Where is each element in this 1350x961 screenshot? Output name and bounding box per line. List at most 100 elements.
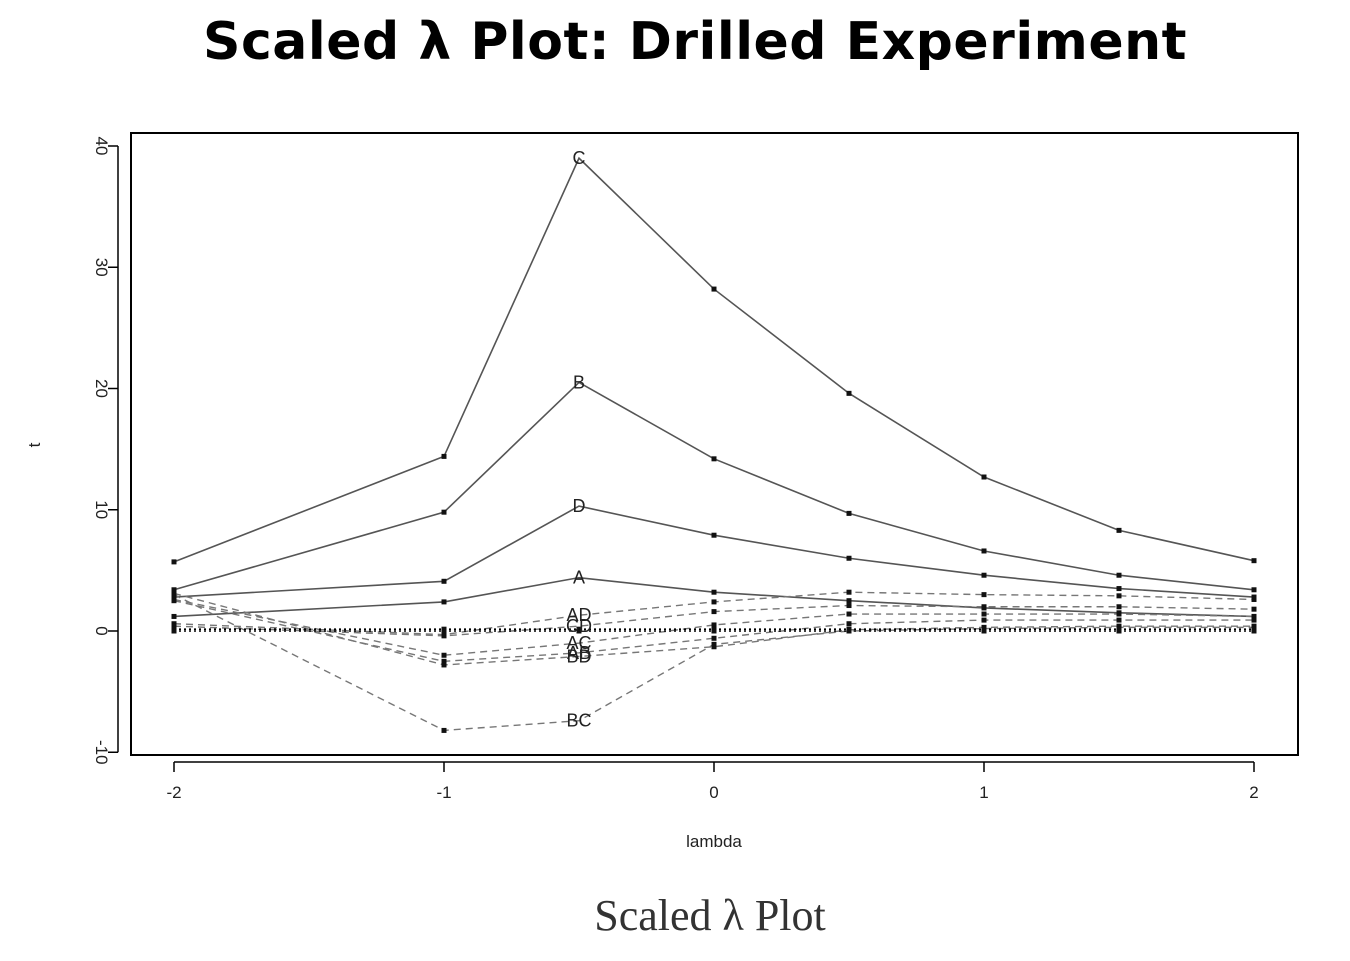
data-point [711, 589, 717, 595]
data-point [981, 604, 987, 610]
x-axis: -2 -1 0 1 2 [166, 761, 1259, 802]
data-point [441, 453, 447, 459]
x-tick-label: 1 [979, 783, 988, 802]
x-tick-label: -2 [166, 783, 181, 802]
caption: Scaled λ Plot [594, 891, 826, 940]
data-point [1251, 587, 1257, 593]
data-point [711, 599, 717, 605]
y-tick-label: 10 [92, 500, 111, 519]
data-point [1251, 628, 1257, 634]
data-point [846, 589, 852, 595]
series-line-cd [173, 604, 1255, 637]
data-point [981, 611, 987, 617]
x-tick-label: -1 [436, 783, 451, 802]
data-point [171, 628, 177, 634]
data-point [1116, 604, 1122, 610]
y-tick-label: 40 [92, 137, 111, 156]
data-point [441, 578, 447, 584]
data-point [711, 532, 717, 538]
data-point [711, 456, 717, 462]
plot-frame [130, 132, 1299, 756]
point-label: AD [566, 605, 591, 625]
data-point [846, 603, 852, 609]
data-point [711, 641, 717, 647]
series-layer [171, 156, 1257, 733]
data-point [441, 652, 447, 658]
data-point [441, 509, 447, 515]
series-line-b [173, 381, 1255, 591]
data-point [1251, 606, 1257, 612]
y-tick-label: 20 [92, 379, 111, 398]
series-line-bc [173, 593, 1254, 732]
data-point [171, 592, 177, 598]
data-point [846, 390, 852, 396]
slide-title: Scaled λ Plot: Drilled Experiment [203, 12, 1187, 72]
data-point [981, 617, 987, 623]
point-label: BD [566, 646, 591, 666]
data-point [1116, 617, 1122, 623]
x-axis-label: lambda [686, 832, 742, 851]
point-label: B [573, 372, 585, 392]
data-point [171, 623, 177, 629]
data-point [441, 599, 447, 605]
data-point [1116, 611, 1122, 617]
data-point [1251, 617, 1257, 623]
data-point [171, 559, 177, 565]
data-point [846, 611, 852, 617]
data-point [171, 587, 177, 593]
data-point [981, 474, 987, 480]
data-point [1116, 628, 1122, 634]
series-line-ad [173, 591, 1255, 636]
y-tick-label: 0 [92, 626, 111, 635]
data-point [846, 598, 852, 604]
series-line-c [173, 156, 1255, 563]
data-point [171, 613, 177, 619]
series-line-ac [173, 598, 1255, 656]
data-point [711, 286, 717, 292]
y-tick-label: -10 [92, 740, 111, 765]
data-point [441, 662, 447, 668]
point-label: A [573, 568, 585, 588]
data-point [1116, 572, 1122, 578]
point-label: CD [566, 616, 592, 636]
data-point [846, 621, 852, 627]
data-point [981, 572, 987, 578]
data-point [846, 555, 852, 561]
data-point [711, 635, 717, 641]
data-point [711, 628, 717, 634]
point-label: BC [566, 711, 591, 731]
series-line-d [173, 505, 1255, 598]
data-point [441, 658, 447, 664]
y-tick-label: 30 [92, 258, 111, 277]
series-line-a [173, 576, 1255, 618]
data-point [1116, 586, 1122, 592]
data-point [846, 510, 852, 516]
data-point [981, 592, 987, 598]
data-point [171, 598, 177, 604]
x-tick-label: 0 [709, 783, 718, 802]
data-point [441, 727, 447, 733]
data-point [846, 628, 852, 634]
data-point [441, 633, 447, 639]
data-point [1116, 527, 1122, 533]
point-label: D [573, 496, 586, 516]
data-point [981, 548, 987, 554]
y-axis: -10 0 10 20 30 40 [92, 137, 119, 765]
data-point [1251, 596, 1257, 602]
data-point [576, 628, 582, 634]
data-point [441, 628, 447, 634]
series-line-ab [173, 600, 1254, 663]
point-label: C [573, 148, 586, 168]
data-point [1116, 593, 1122, 599]
point-label: AC [566, 633, 591, 653]
data-point [711, 622, 717, 628]
x-tick-label: 2 [1249, 783, 1258, 802]
data-point [981, 628, 987, 634]
data-point [1251, 613, 1257, 619]
data-point [711, 609, 717, 615]
point-label: AB [567, 643, 591, 663]
data-point [1251, 558, 1257, 564]
y-axis-label: t [25, 442, 44, 447]
